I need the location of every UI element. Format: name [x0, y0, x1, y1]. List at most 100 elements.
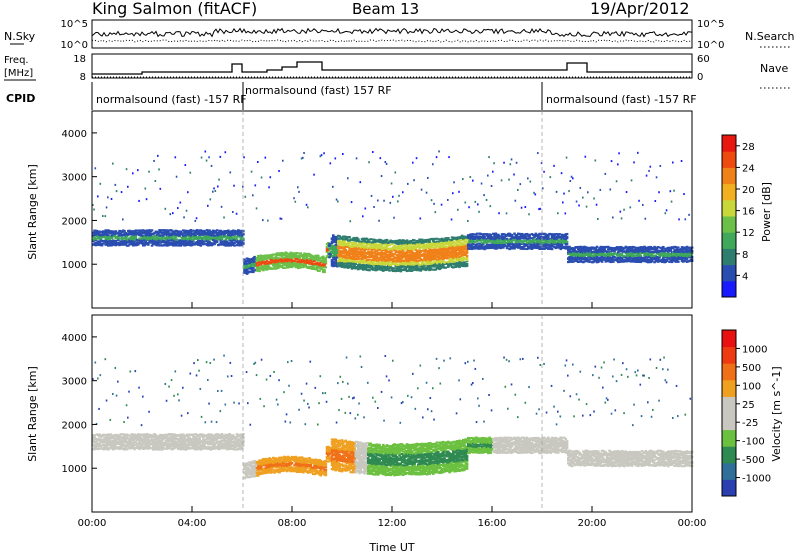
- echo-cell: [132, 230, 135, 233]
- echo-cell: [520, 240, 524, 243]
- scatter-point: [127, 416, 129, 419]
- echo-cell: [183, 435, 186, 439]
- echo-cell: [439, 267, 443, 270]
- echo-cell: [510, 233, 514, 237]
- echo-cell: [439, 257, 443, 260]
- echo-cell: [639, 260, 643, 264]
- echo-cell: [117, 238, 120, 242]
- echo-cell: [217, 234, 220, 237]
- echo-cell: [689, 254, 693, 257]
- echo-cell: [118, 446, 121, 449]
- scatter-point: [244, 195, 247, 198]
- echo-cell: [183, 434, 186, 437]
- scatter-point: [95, 422, 98, 425]
- echo-cell: [368, 258, 371, 262]
- echo-cell: [167, 231, 170, 234]
- echo-cell: [114, 230, 118, 233]
- echo-cell: [293, 259, 296, 263]
- scatter-point: [173, 394, 175, 397]
- scatter-point: [94, 167, 97, 170]
- echo-cell: [369, 238, 373, 241]
- echo-cell: [237, 242, 240, 245]
- echo-cell: [165, 234, 169, 237]
- colorbar-tick-label: 12: [742, 228, 755, 239]
- echo-cell: [452, 266, 455, 269]
- echo-cell: [612, 247, 615, 250]
- echo-cell: [258, 255, 261, 259]
- echo-cell: [337, 241, 340, 244]
- echo-cell: [194, 231, 198, 235]
- echo-cell: [397, 242, 400, 245]
- echo-cell: [433, 240, 436, 244]
- echo-cell: [332, 246, 335, 250]
- scatter-point: [623, 208, 625, 211]
- echo-cell: [375, 249, 379, 253]
- echo-cell: [430, 245, 434, 249]
- scatter-point: [508, 178, 510, 181]
- scatter-point: [204, 421, 207, 424]
- echo-cell: [139, 436, 143, 439]
- scatter-point: [268, 186, 270, 189]
- echo-cell: [510, 234, 514, 238]
- scatter-point: [122, 218, 124, 221]
- echo-cell: [362, 256, 365, 259]
- echo-cell: [417, 262, 420, 265]
- scatter-point: [165, 399, 168, 402]
- echo-cell: [173, 446, 176, 449]
- echo-cell: [399, 242, 403, 245]
- echo-cell: [302, 255, 305, 258]
- scatter-point: [269, 176, 272, 179]
- echo-cell: [242, 242, 245, 245]
- scatter-point: [159, 187, 162, 190]
- echo-cell: [125, 436, 129, 439]
- echo-cell: [115, 440, 119, 443]
- scatter-point: [213, 187, 215, 190]
- echo-cell: [272, 267, 275, 270]
- echo-cell: [154, 434, 158, 437]
- echo-cell: [147, 230, 150, 233]
- echo-cell: [525, 247, 529, 251]
- echo-cell: [124, 232, 128, 235]
- echo-cell: [143, 439, 146, 442]
- scatter-point: [380, 175, 383, 178]
- echo-cell: [207, 435, 210, 438]
- echo-cell: [113, 438, 116, 441]
- echo-cell: [385, 238, 389, 242]
- echo-cell: [203, 237, 206, 240]
- echo-cell: [132, 445, 135, 448]
- echo-cell: [119, 232, 123, 235]
- echo-cell: [288, 256, 291, 259]
- echo-cell: [129, 435, 133, 438]
- echo-cell: [130, 235, 134, 238]
- echo-cell: [233, 241, 236, 244]
- echo-cell: [392, 254, 395, 258]
- echo-cell: [219, 235, 223, 238]
- echo-cell: [399, 261, 403, 264]
- echo-cell: [275, 252, 279, 255]
- scatter-point: [448, 156, 450, 159]
- date-title: 19/Apr/2012: [590, 0, 690, 18]
- echo-cell: [509, 245, 513, 248]
- echo-cell: [354, 267, 358, 270]
- scatter-point: [138, 199, 140, 202]
- scatter-point: [215, 421, 218, 424]
- echo-cell: [334, 259, 338, 262]
- echo-cell: [298, 257, 301, 260]
- echo-cell: [405, 250, 409, 253]
- cpid-label: CPID: [6, 92, 35, 105]
- freq-right-label: Nave: [760, 62, 788, 75]
- echo-cell: [378, 261, 381, 264]
- echo-cell: [319, 261, 323, 264]
- echo-cell: [430, 268, 434, 271]
- scatter-point: [264, 156, 267, 159]
- echo-cell: [94, 234, 98, 237]
- echo-cell: [499, 243, 503, 246]
- echo-cell: [457, 264, 460, 267]
- echo-cell: [602, 245, 605, 249]
- echo-cell: [358, 240, 361, 243]
- echo-cell: [337, 243, 340, 246]
- echo-cell: [102, 242, 105, 245]
- echo-cell: [483, 235, 486, 238]
- echo-cell: [612, 260, 615, 263]
- echo-cell: [388, 269, 391, 272]
